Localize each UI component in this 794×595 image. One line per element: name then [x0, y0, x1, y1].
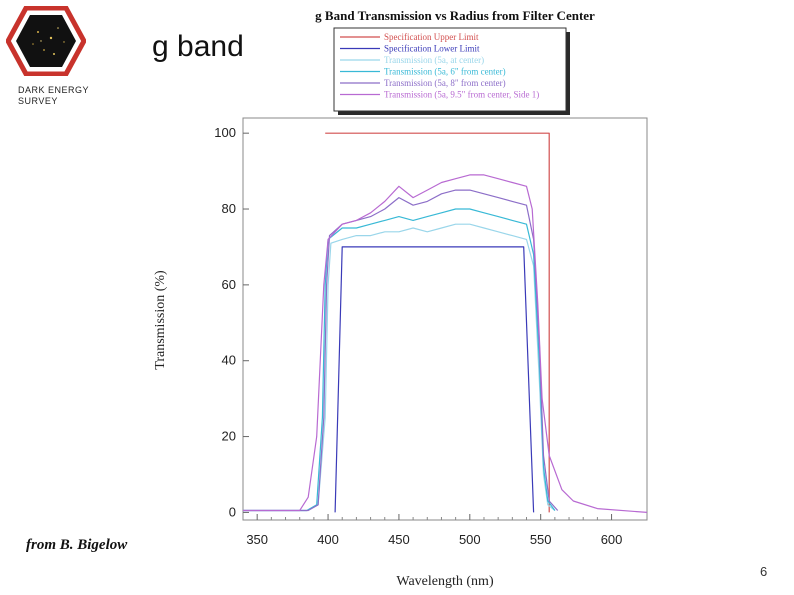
x-tick-label: 450 — [388, 532, 410, 547]
x-tick-label: 600 — [601, 532, 623, 547]
series-line-1 — [325, 132, 550, 513]
legend-box — [333, 27, 567, 112]
y-tick-label: 40 — [222, 353, 236, 368]
y-tick-label: 60 — [222, 277, 236, 292]
y-tick-label: 100 — [214, 125, 236, 140]
x-axis-label: Wavelength (nm) — [396, 574, 494, 589]
plot-frame — [242, 117, 648, 521]
legend-entry: Transmission (5a, at center) — [384, 55, 484, 65]
x-tick-label: 350 — [246, 532, 268, 547]
legend-entry: Transmission (5a, 6" from center) — [384, 67, 506, 77]
chart-title: g Band Transmission vs Radius from Filte… — [315, 8, 595, 23]
series-line-6 — [243, 174, 648, 513]
legend-entry: Specification Upper Limit — [384, 32, 479, 42]
x-tick-label: 400 — [317, 532, 339, 547]
chart-legend: Specification Upper Limit Specification L… — [333, 27, 570, 115]
series-line-3 — [243, 223, 556, 512]
logo-hexagon-core — [16, 15, 76, 67]
legend-entry: Specification Lower Limit — [384, 44, 480, 54]
slide-title: g band — [152, 30, 244, 63]
organization-name: DARK ENERGY SURVEY — [18, 85, 90, 106]
x-tick-label: 500 — [459, 532, 481, 547]
x-tick-label: 550 — [530, 532, 552, 547]
source-credit: from B. Bigelow — [26, 537, 128, 553]
page-number: 6 — [760, 564, 768, 579]
series-line-5 — [243, 189, 559, 512]
y-tick-label: 0 — [229, 504, 236, 519]
y-axis-label: Transmission (%) — [153, 270, 168, 370]
legend-entry: Transmission (5a, 9.5" from center, Side… — [384, 90, 539, 100]
y-tick-label: 80 — [222, 201, 236, 216]
series-line-2 — [334, 246, 535, 513]
dark-energy-survey-logo — [6, 6, 86, 76]
series-line-4 — [243, 208, 556, 512]
y-tick-label: 20 — [222, 429, 236, 444]
legend-entry: Transmission (5a, 8" from center) — [384, 78, 506, 88]
transmission-chart: g Band Transmission vs Radius from Filte… — [153, 8, 648, 589]
